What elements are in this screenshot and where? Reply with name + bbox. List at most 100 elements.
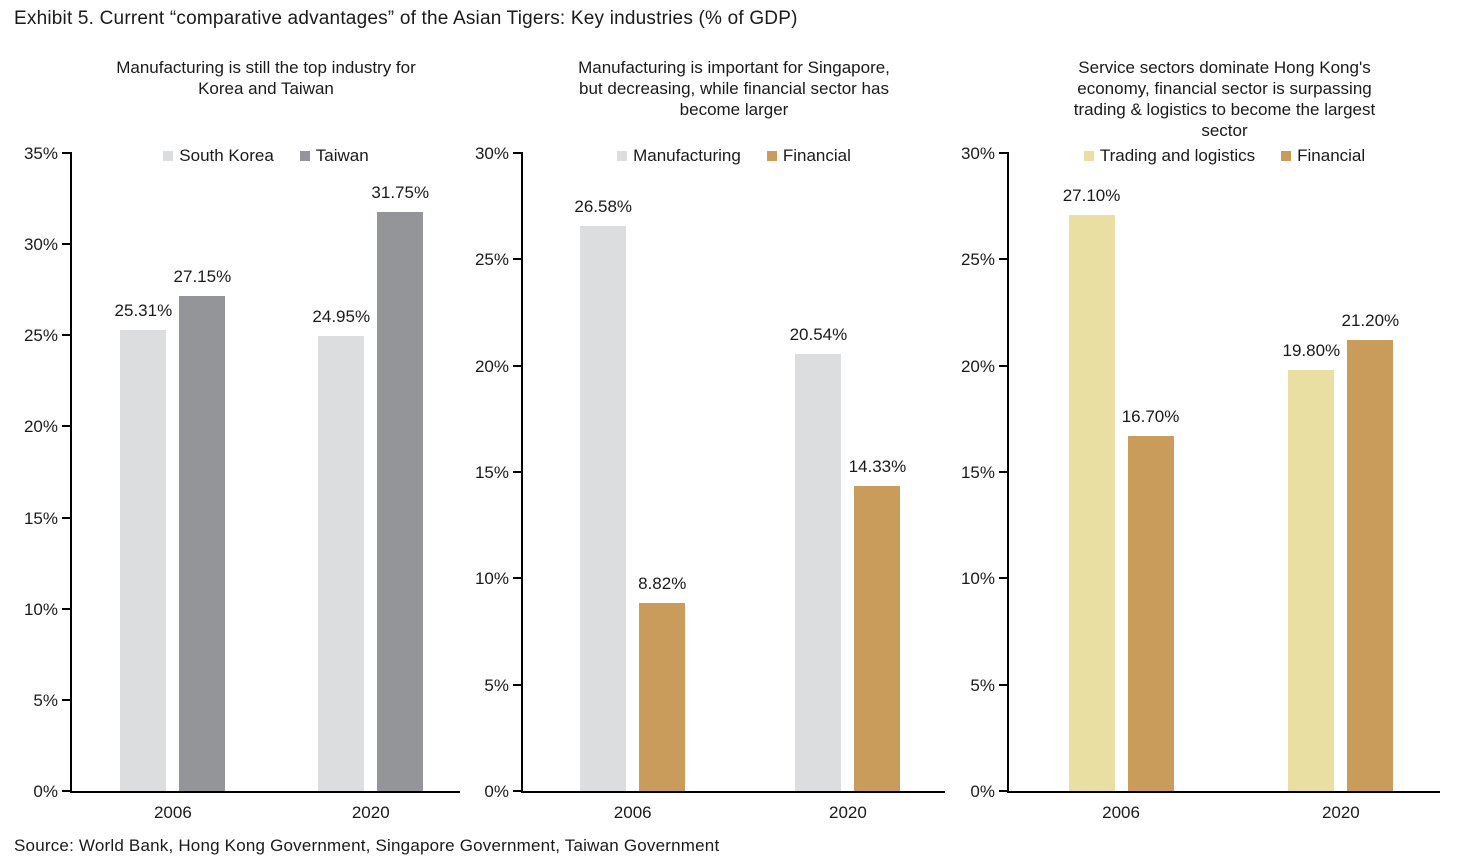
x-category-label: 2020 <box>351 803 390 822</box>
chart-title-line: but decreasing, while financial sector h… <box>579 79 889 98</box>
legend-label: South Korea <box>179 146 274 165</box>
bar-financial-2006 <box>639 603 686 791</box>
bar-value-label: 20.54% <box>789 325 848 345</box>
bar-value-label: 27.10% <box>1062 185 1121 205</box>
chart-title-line: Manufacturing is important for Singapore… <box>578 58 890 77</box>
legend-marker-financial <box>1281 151 1292 161</box>
bar-financial-2020 <box>854 486 901 791</box>
y-axis-tick-label: 0% <box>484 782 509 801</box>
bar-value-label: 16.70% <box>1121 406 1180 426</box>
bar-value-label: 8.82% <box>638 574 687 594</box>
bar-value-label: 27.15% <box>173 267 232 287</box>
y-axis-tick <box>513 683 521 686</box>
legend-entry: Taiwan <box>299 146 369 166</box>
bar-value-label: 25.31% <box>114 300 173 320</box>
y-axis-tick-label: 30% <box>960 144 995 163</box>
y-axis-tick-label: 5% <box>970 675 995 695</box>
y-axis-tick-label: 15% <box>474 463 509 482</box>
bar-value-label: 31.75% <box>371 183 430 203</box>
legend-label: Manufacturing <box>633 146 741 165</box>
bar-south-korea-2020 <box>318 336 365 791</box>
chart-title-line: trading & logistics to become the larges… <box>1073 100 1376 119</box>
bar-value-label: 19.80% <box>1282 340 1341 360</box>
y-axis-tick-label: 20% <box>474 356 509 376</box>
bar-value-label: 14.33% <box>848 457 907 477</box>
x-category-label: 2020 <box>829 803 867 822</box>
chart-title-line: become larger <box>679 100 789 119</box>
chart-title: Manufacturing is important for Singapore… <box>523 57 945 120</box>
y-axis-tick-label: 5% <box>33 690 58 710</box>
x-axis <box>70 791 460 793</box>
legend-entry: Financial <box>1281 146 1365 166</box>
y-axis-tick <box>999 683 1007 686</box>
y-axis-tick-label: 25% <box>474 250 509 270</box>
y-axis-tick <box>513 790 521 792</box>
bar-trading-and-logistics-2020 <box>1288 369 1335 791</box>
bar-value-label: 24.95% <box>312 307 371 327</box>
y-axis-tick-label: 5% <box>484 675 509 695</box>
bar-manufacturing-2006 <box>580 225 627 791</box>
legend-entry: Trading and logistics <box>1083 146 1255 166</box>
y-axis <box>1007 152 1009 793</box>
legend-marker-taiwan <box>299 151 310 161</box>
x-category-label: 2006 <box>153 803 192 822</box>
legend-marker-trading-and-logistics <box>1083 151 1094 161</box>
bar-financial-2020 <box>1347 340 1394 791</box>
chart-title-line: sector <box>1201 121 1248 140</box>
legend-label: Financial <box>1297 146 1366 165</box>
chart-legend: Trading and logistics Financial <box>1009 146 1440 166</box>
y-axis-tick <box>62 516 70 519</box>
y-axis-tick <box>999 790 1007 792</box>
x-category-label: 2006 <box>613 803 652 822</box>
y-axis-tick-label: 20% <box>23 417 58 437</box>
chart-title: Manufacturing is still the top industry … <box>72 57 460 99</box>
legend-marker-financial <box>766 151 777 161</box>
source-note: Source: World Bank, Hong Kong Government… <box>14 836 720 855</box>
bar-manufacturing-2020 <box>795 354 842 791</box>
x-axis <box>1007 791 1440 793</box>
y-axis-tick <box>513 258 521 261</box>
y-axis-tick <box>999 258 1007 261</box>
y-axis-tick <box>999 152 1007 154</box>
bar-financial-2006 <box>1127 435 1174 791</box>
legend-marker-south-korea <box>163 151 174 161</box>
y-axis-tick <box>999 364 1007 367</box>
legend-entry: Manufacturing <box>617 146 741 166</box>
y-axis-tick-label: 30% <box>23 235 58 255</box>
y-axis-tick <box>62 152 70 154</box>
y-axis-tick <box>62 243 70 246</box>
y-axis-tick <box>513 364 521 367</box>
y-axis-tick <box>999 577 1007 580</box>
y-axis-tick-label: 10% <box>474 569 509 589</box>
exhibit-title: Exhibit 5. Current “comparative advantag… <box>14 8 798 29</box>
chart-legend: South Korea Taiwan <box>72 146 460 166</box>
bar-taiwan-2020 <box>377 212 424 791</box>
y-axis-tick-label: 15% <box>960 463 995 482</box>
x-category-label: 2006 <box>1102 803 1140 822</box>
y-axis-tick-label: 25% <box>960 250 995 270</box>
y-axis-tick <box>513 577 521 580</box>
chart-title: Service sectors dominate Hong Kong's econ… <box>1009 57 1440 141</box>
y-axis-tick <box>62 607 70 610</box>
y-axis-tick <box>999 471 1007 473</box>
chart-title-line: Service sectors dominate Hong Kong's <box>1078 58 1371 77</box>
bar-value-label: 21.20% <box>1341 311 1400 331</box>
bar-taiwan-2006 <box>179 296 226 791</box>
legend-marker-manufacturing <box>617 151 628 161</box>
y-axis-tick-label: 35% <box>23 144 58 163</box>
y-axis-tick <box>62 334 70 337</box>
chart-title-line: Korea and Taiwan <box>198 79 334 98</box>
y-axis-tick <box>513 152 521 154</box>
y-axis-tick <box>62 698 70 701</box>
x-axis <box>521 791 945 793</box>
y-axis-tick-label: 30% <box>474 144 509 163</box>
y-axis-tick <box>513 471 521 473</box>
y-axis-tick-label: 15% <box>23 508 58 528</box>
bar-value-label: 26.58% <box>574 196 633 216</box>
y-axis-tick-label: 10% <box>960 569 995 589</box>
y-axis-tick-label: 0% <box>33 782 58 801</box>
